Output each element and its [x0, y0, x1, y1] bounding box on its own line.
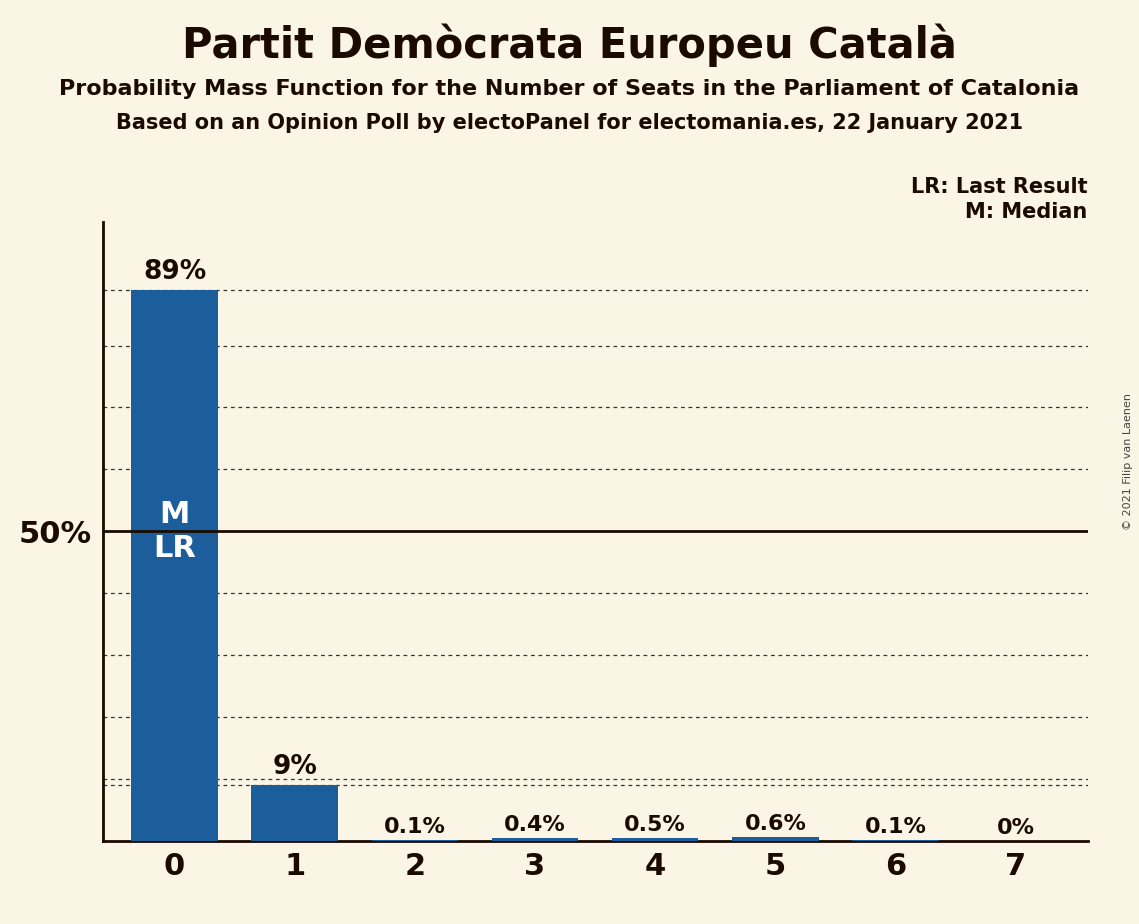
Text: © 2021 Filip van Laenen: © 2021 Filip van Laenen: [1123, 394, 1133, 530]
Text: LR: Last Result: LR: Last Result: [911, 177, 1088, 197]
Text: M
LR: M LR: [153, 500, 196, 563]
Text: Probability Mass Function for the Number of Seats in the Parliament of Catalonia: Probability Mass Function for the Number…: [59, 79, 1080, 99]
Bar: [492, 838, 579, 841]
Text: Partit Demòcrata Europeu Català: Partit Demòcrata Europeu Català: [182, 23, 957, 67]
Bar: [612, 838, 698, 841]
Text: 9%: 9%: [272, 754, 317, 780]
Text: 0.1%: 0.1%: [865, 817, 926, 837]
Bar: [732, 837, 819, 841]
Text: 0.1%: 0.1%: [384, 817, 445, 837]
Text: 0%: 0%: [997, 818, 1034, 838]
Bar: [131, 290, 218, 841]
Text: 89%: 89%: [144, 259, 206, 285]
Bar: [252, 785, 338, 841]
Text: 0.5%: 0.5%: [624, 815, 686, 834]
Text: 0.4%: 0.4%: [505, 815, 566, 835]
Text: 0.6%: 0.6%: [745, 814, 806, 834]
Text: Based on an Opinion Poll by electoPanel for electomania.es, 22 January 2021: Based on an Opinion Poll by electoPanel …: [116, 113, 1023, 133]
Text: M: Median: M: Median: [966, 201, 1088, 222]
